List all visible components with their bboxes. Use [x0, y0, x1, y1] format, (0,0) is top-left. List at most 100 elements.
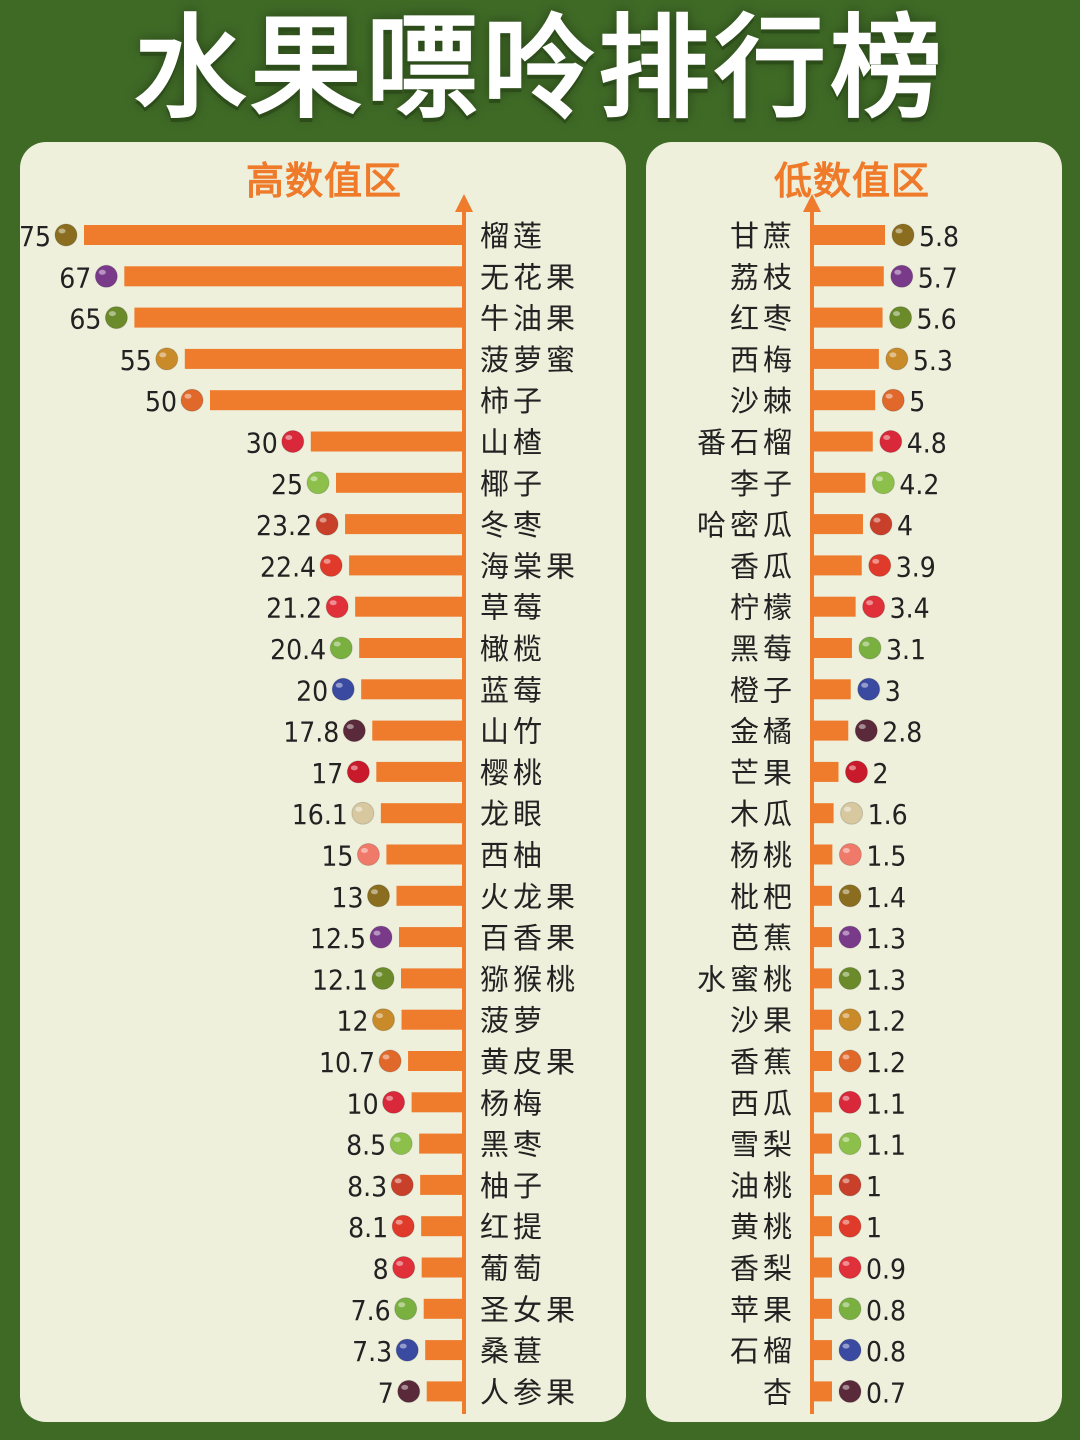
value-label: 65: [69, 303, 101, 336]
fruit-icon-highlight: [842, 971, 850, 977]
fruit-icon-highlight: [159, 352, 167, 358]
category-label: 黑莓: [730, 632, 796, 666]
category-label: 葡萄: [480, 1252, 546, 1286]
fruit-icon-highlight: [310, 476, 318, 482]
bar-番石榴: [814, 431, 873, 452]
fruit-icon-highlight: [386, 1095, 394, 1101]
low-panel-title: 低数值区: [774, 159, 931, 203]
bar-红枣: [814, 307, 883, 328]
bar-荔枝: [814, 266, 884, 287]
bar-柚子: [420, 1174, 462, 1195]
axis-arrow: [455, 194, 473, 212]
category-label: 雪梨: [730, 1128, 796, 1162]
bar-椰子: [336, 472, 462, 493]
value-label: 23.2: [256, 509, 312, 542]
value-label: 3.4: [890, 592, 930, 625]
fruit-icon-香蕉: [838, 1049, 862, 1073]
high-value-chart: 75 榴莲 67 无花果 65 牛油果 55 菠萝蜜 50 柿子 30 山楂 25 椰子 23.2 冬枣 22.…: [19, 194, 579, 1414]
value-label: 15: [321, 840, 353, 873]
fruit-icon-金橘: [854, 719, 878, 743]
value-label: 8: [373, 1253, 389, 1286]
fruit-icon-highlight: [376, 1013, 384, 1019]
category-label: 菠萝蜜: [480, 343, 579, 377]
fruit-icon-highlight: [858, 724, 866, 730]
bar-李子: [814, 472, 866, 493]
category-label: 枇杷: [730, 880, 796, 914]
category-label: 香瓜: [730, 549, 796, 583]
value-label: 5: [909, 385, 925, 418]
value-label: 0.8: [866, 1335, 906, 1368]
fruit-icon-圣女果: [394, 1297, 418, 1321]
fruit-icon-highlight: [393, 1137, 401, 1143]
category-label: 无花果: [480, 260, 579, 294]
fruit-icon-highlight: [893, 311, 901, 317]
bar-西柚: [386, 844, 462, 865]
bar-人参果: [426, 1381, 462, 1402]
fruit-icon-highlight: [872, 558, 880, 564]
fruit-icon-highlight: [329, 600, 337, 606]
category-label: 红提: [480, 1210, 546, 1244]
bar-柠檬: [814, 596, 856, 617]
category-label: 荔枝: [730, 260, 796, 294]
page-title: 水果嘌呤排行榜: [134, 4, 946, 134]
fruit-icon-香瓜: [868, 553, 892, 577]
value-label: 1.5: [866, 840, 906, 873]
category-label: 香梨: [730, 1252, 796, 1286]
bar-蓝莓: [361, 679, 462, 700]
value-label: 10: [347, 1087, 379, 1120]
fruit-icon-油桃: [838, 1173, 862, 1197]
bar-黄皮果: [408, 1051, 462, 1071]
fruit-icon-highlight: [375, 971, 383, 977]
value-label: 17: [311, 757, 343, 790]
fruit-icon-highlight: [370, 889, 378, 895]
fruit-icon-红提: [391, 1214, 415, 1238]
fruit-icon-橄榄: [329, 636, 353, 660]
value-label: 0.7: [866, 1376, 906, 1409]
category-label: 沙棘: [730, 384, 796, 418]
value-label: 12.5: [310, 922, 366, 955]
category-label: 杨桃: [730, 839, 796, 873]
fruit-icon-葡萄: [392, 1256, 416, 1279]
category-label: 杏: [763, 1375, 796, 1409]
bar-哈密瓜: [814, 514, 863, 535]
bar-杨桃: [814, 844, 833, 865]
bar-黑枣: [419, 1133, 462, 1154]
fruit-icon-highlight: [842, 1178, 850, 1184]
bar-金橘: [814, 720, 849, 741]
bar-无花果: [124, 266, 462, 287]
fruit-icon-水蜜桃: [838, 966, 862, 990]
fruit-icon-highlight: [895, 228, 903, 234]
value-label: 1.2: [866, 1046, 906, 1079]
category-label: 西梅: [730, 343, 796, 377]
fruit-icon-highlight: [285, 435, 293, 440]
fruit-icon-枇杷: [838, 884, 862, 908]
value-label: 1.3: [866, 963, 906, 996]
bar-冬枣: [345, 514, 462, 535]
fruit-icon-highlight: [394, 1178, 402, 1184]
bar-葡萄: [421, 1257, 462, 1278]
bar-橄榄: [359, 638, 462, 658]
fruit-icon-冬枣: [315, 512, 339, 536]
fruit-icon-highlight: [842, 930, 850, 936]
low-value-chart: 5.8 甘蔗 5.7 荔枝 5.6 红枣 5.3 西梅 5 沙棘 4.8 番石榴 4.2 李子 4 哈密瓜 3.…: [697, 194, 959, 1414]
category-label: 芭蕉: [730, 921, 796, 955]
fruit-icon-百香果: [369, 925, 393, 949]
bar-西瓜: [814, 1092, 832, 1113]
fruit-icon-沙棘: [881, 388, 905, 412]
high-value-panel: 高数值区 75 榴莲 67 无花果 65 牛油果 55 菠萝蜜 50 柿子 30 山楂 25 椰子 23.2…: [19, 142, 626, 1422]
value-label: 1.2: [866, 1005, 906, 1038]
value-label: 5.3: [913, 344, 953, 377]
fruit-icon-甘蔗: [891, 223, 915, 247]
bar-沙果: [814, 1009, 832, 1030]
fruit-icon-杨梅: [382, 1090, 406, 1114]
bar-猕猴桃: [401, 968, 462, 989]
bar-黄桃: [814, 1216, 832, 1237]
bar-草莓: [355, 596, 462, 617]
bar-榴莲: [84, 225, 462, 245]
fruit-icon-牛油果: [104, 306, 128, 330]
value-label: 7.3: [352, 1335, 392, 1368]
fruit-icon-highlight: [333, 641, 341, 647]
category-label: 菠萝: [480, 1004, 546, 1038]
fruit-icon-芒果: [844, 760, 868, 784]
fruit-icon-highlight: [842, 848, 850, 853]
